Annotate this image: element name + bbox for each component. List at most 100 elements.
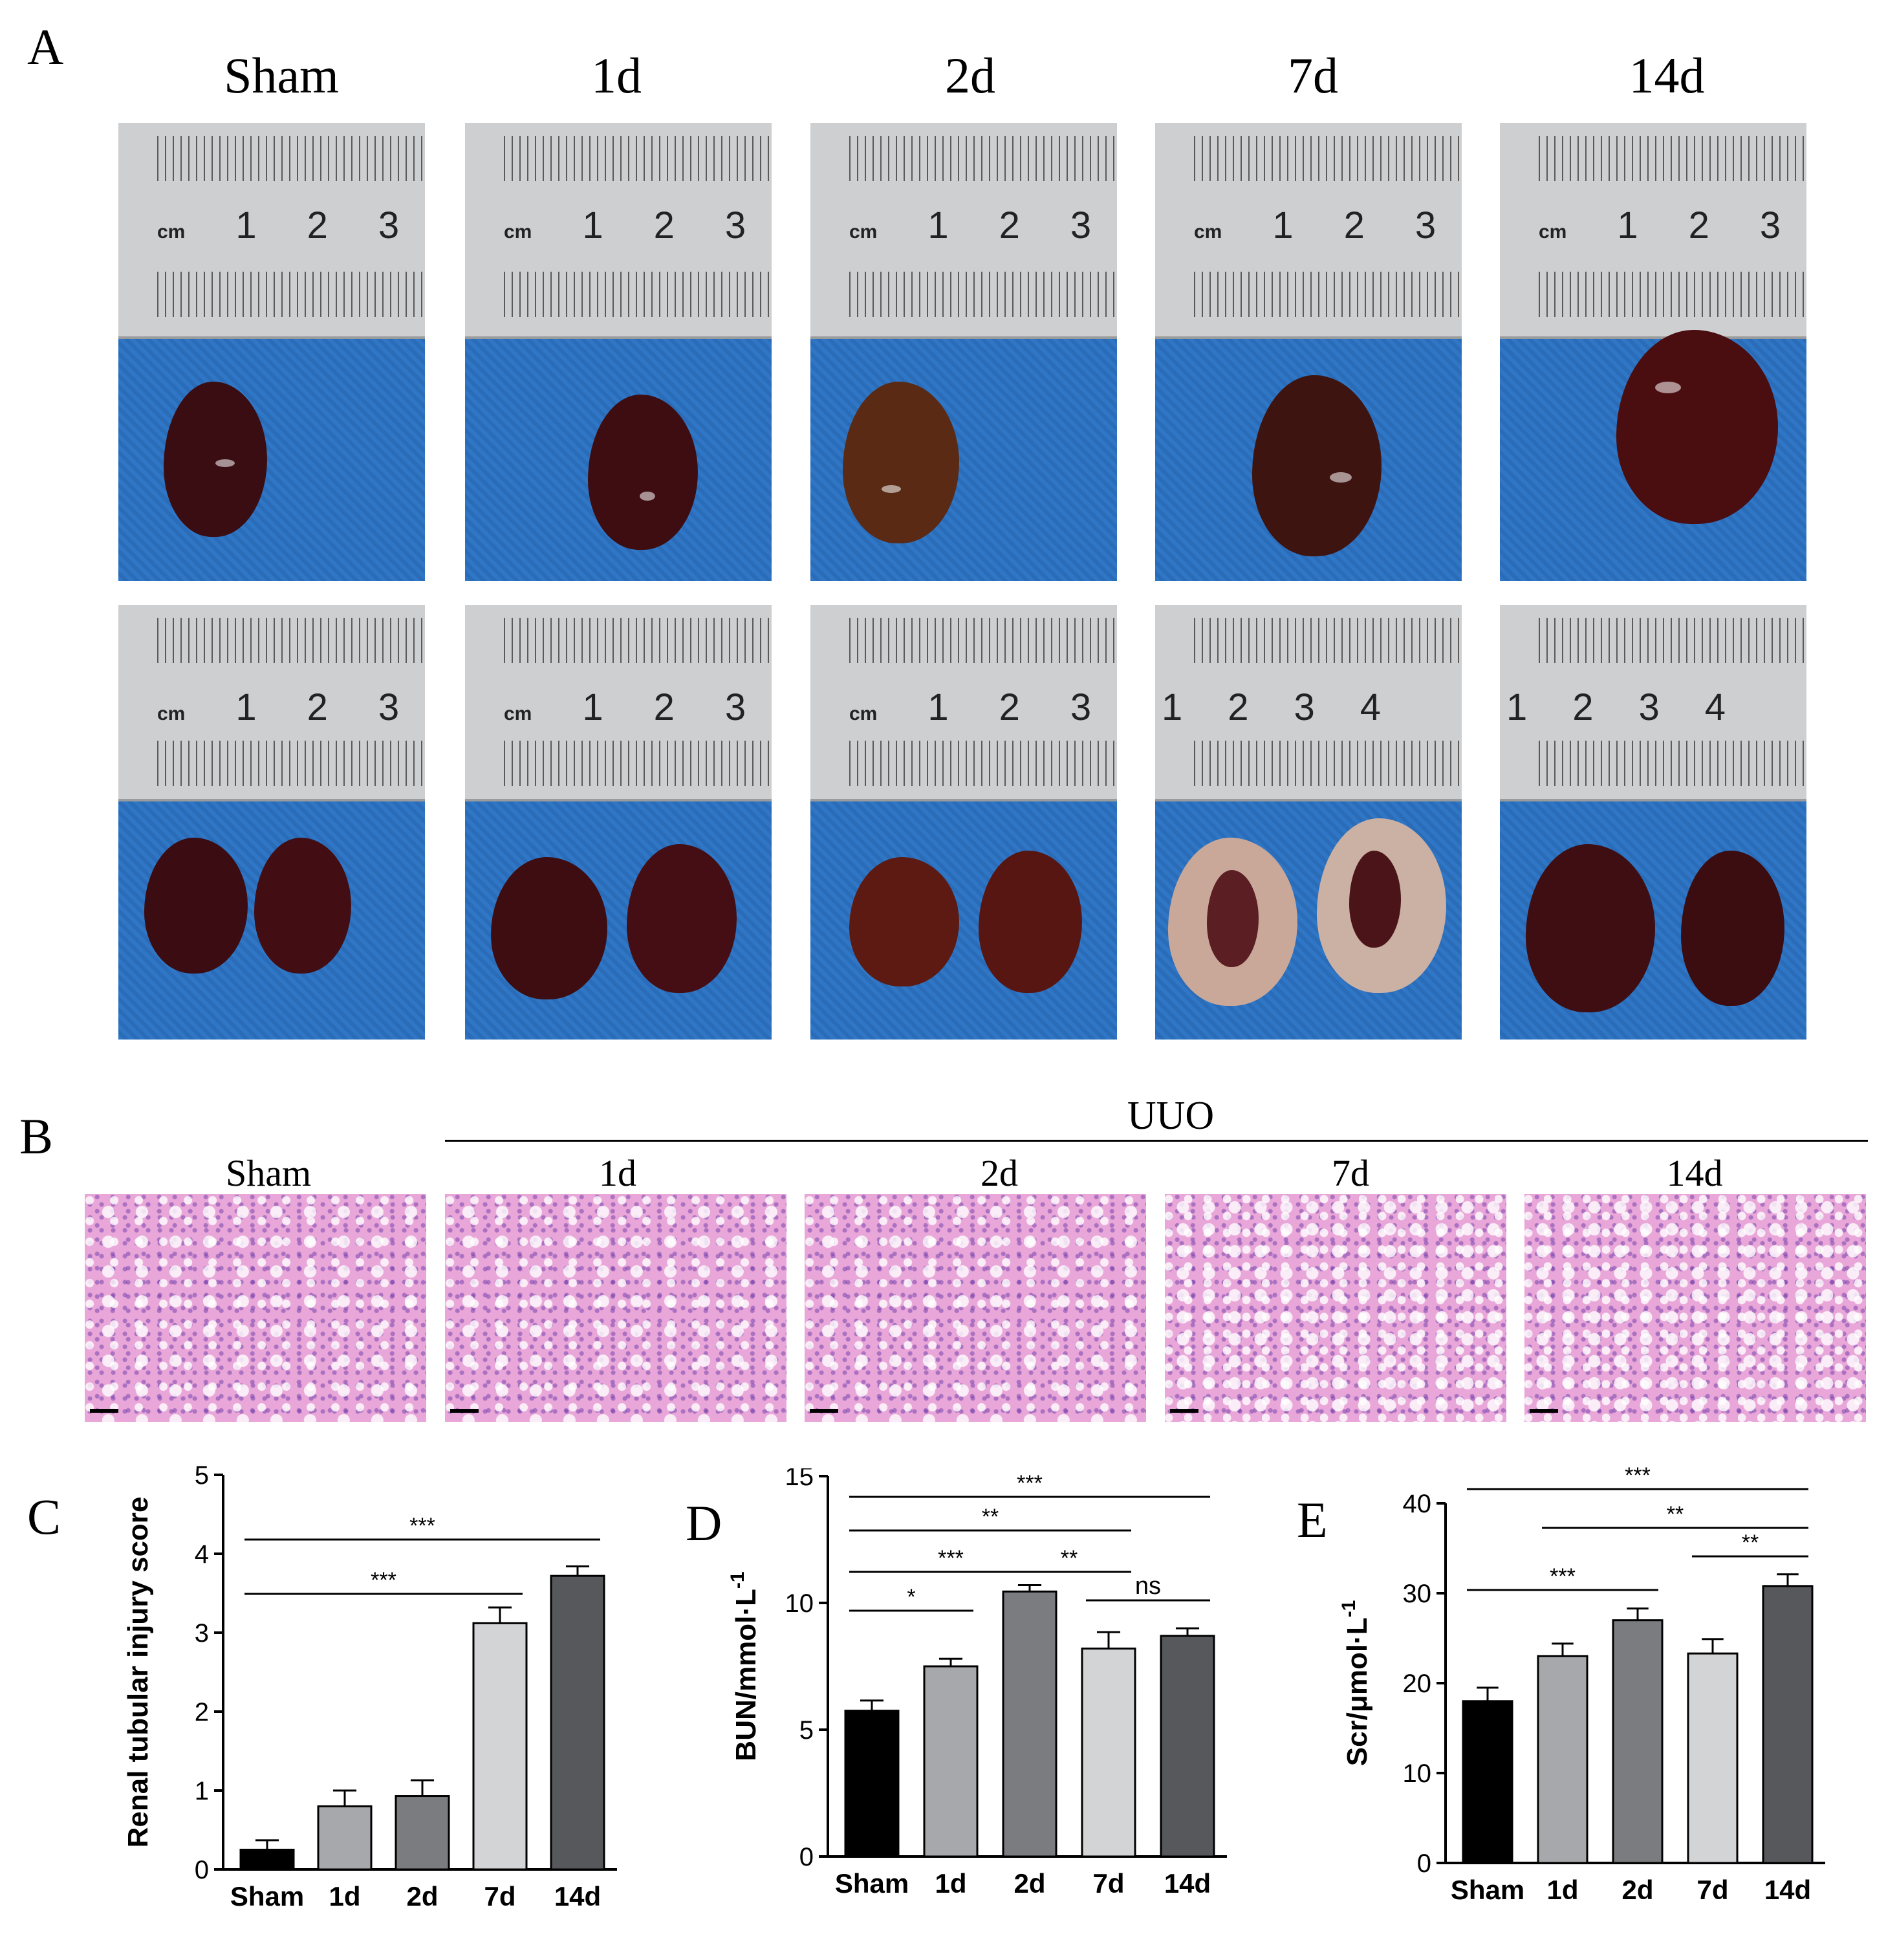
histology-1d: [445, 1194, 786, 1422]
y-tick-label: 2: [195, 1698, 209, 1726]
histo-title-14d: 14d: [1666, 1152, 1723, 1194]
col-title-sham: Sham: [224, 47, 339, 103]
significance-label: ns: [1135, 1573, 1161, 1600]
kidney-half-left: [849, 857, 959, 986]
y-tick-label: 10: [785, 1589, 814, 1618]
x-tick-label: Sham: [835, 1868, 909, 1899]
x-tick-label: 1d: [329, 1881, 360, 1911]
kidney-half-right: [1681, 851, 1784, 1006]
y-axis-label-sup: -1: [1338, 1600, 1360, 1618]
kidney-half-left: [491, 857, 607, 999]
bar-2d: [1002, 1590, 1057, 1858]
significance-label: **: [982, 1505, 999, 1529]
x-tick-label: Sham: [1451, 1875, 1524, 1905]
bar-1d: [923, 1665, 979, 1858]
histology-2d: [805, 1194, 1146, 1422]
uuo-group-line: [445, 1140, 1868, 1142]
bar-14d: [1762, 1585, 1814, 1864]
significance-label: ***: [409, 1514, 435, 1538]
bar-7d: [1687, 1652, 1739, 1864]
x-tick-label: 14d: [1764, 1875, 1811, 1905]
bar-7d: [1081, 1648, 1136, 1858]
y-tick-label: 20: [1403, 1670, 1432, 1698]
bar-1d: [317, 1805, 373, 1871]
scale-bar: [1530, 1409, 1558, 1413]
x-tick-label: 7d: [484, 1881, 515, 1911]
histo-title-2d: 2d: [981, 1152, 1018, 1194]
kidney: [588, 395, 698, 550]
significance-label: ***: [1625, 1463, 1651, 1488]
panel-label-d: D: [686, 1495, 722, 1551]
histo-title-7d: 7d: [1332, 1152, 1369, 1194]
y-tick-label: 5: [799, 1716, 814, 1745]
y-tick-label: 3: [195, 1619, 209, 1648]
x-tick-label: 7d: [1696, 1875, 1728, 1905]
kidney-half-right: [254, 838, 351, 974]
bar-sham: [844, 1710, 900, 1858]
ruler: cm 1 2 3: [1500, 123, 1806, 339]
y-tick-label: 1: [195, 1777, 209, 1805]
col-title-7d: 7d: [1288, 47, 1338, 103]
x-tick-label: Sham: [230, 1881, 304, 1911]
x-tick-label: 14d: [1164, 1868, 1211, 1899]
bar-1d: [1537, 1655, 1588, 1864]
scale-bar: [90, 1409, 118, 1413]
ruler-unit: cm: [157, 221, 186, 243]
significance-label: *: [907, 1585, 915, 1609]
ruler: cm 1 2 3: [810, 605, 1117, 801]
significance-label: ***: [371, 1568, 396, 1593]
bar-2d: [1612, 1619, 1664, 1864]
y-tick-label: 0: [1417, 1849, 1431, 1878]
histo-title-1d: 1d: [599, 1152, 636, 1194]
y-axis-label: Scr/μmol·L-1: [1338, 1600, 1373, 1767]
bar-7d: [472, 1622, 528, 1871]
ruler-unit: cm: [504, 221, 532, 243]
panel-label-c: C: [27, 1488, 61, 1545]
col-title-1d: 1d: [591, 47, 642, 103]
significance-label: **: [1667, 1502, 1684, 1527]
y-tick-label: 40: [1403, 1490, 1432, 1518]
kidney: [164, 382, 267, 537]
bar-2d: [395, 1795, 450, 1871]
photo-whole-kidney-2d: cm 1 2 3: [810, 123, 1117, 581]
significance-label: **: [1061, 1546, 1078, 1571]
kidney-half-right: [627, 844, 737, 993]
kidney-half-left: [1526, 844, 1655, 1012]
y-tick-label: 30: [1403, 1580, 1432, 1608]
ruler-unit: cm: [1194, 221, 1222, 243]
col-title-2d: 2d: [945, 47, 995, 103]
panel-label-b: B: [19, 1108, 54, 1164]
photo-whole-kidney-7d: cm 1 2 3: [1155, 123, 1462, 581]
photo-bisected-kidney-1d: cm 1 2 3: [465, 605, 772, 1040]
photo-whole-kidney-1d: cm 1 2 3: [465, 123, 772, 581]
group-label-uuo: UUO: [1127, 1094, 1215, 1138]
significance-label: ***: [938, 1546, 964, 1571]
ruler: cm 1 2 3: [1155, 123, 1462, 339]
photo-bisected-kidney-sham: cm 1 2 3: [118, 605, 425, 1040]
histology-7d: [1165, 1194, 1506, 1422]
kidney-half-right: [979, 851, 1082, 993]
y-axis-label: Renal tubular injury score: [122, 1497, 154, 1848]
y-axis-label-sup: -1: [727, 1571, 748, 1589]
x-tick-label: 7d: [1092, 1868, 1124, 1899]
histology-14d: [1524, 1194, 1866, 1422]
y-axis-label: BUN/mmol·L-1: [727, 1571, 762, 1761]
x-tick-label: 2d: [1014, 1868, 1045, 1899]
y-tick-label: 4: [195, 1540, 209, 1569]
ruler: cm 1 2 3: [465, 123, 772, 339]
y-tick-label: 0: [799, 1843, 814, 1871]
x-tick-label: 14d: [554, 1881, 601, 1911]
ruler-unit: cm: [849, 221, 878, 243]
bar-14d: [1160, 1635, 1215, 1858]
significance-label: **: [1742, 1530, 1759, 1555]
x-tick-label: 1d: [935, 1868, 966, 1899]
y-tick-label: 0: [195, 1856, 209, 1884]
bar-sham: [1462, 1700, 1513, 1864]
ruler: cm 1 2 3: [118, 605, 425, 801]
kidney: [1252, 375, 1382, 556]
